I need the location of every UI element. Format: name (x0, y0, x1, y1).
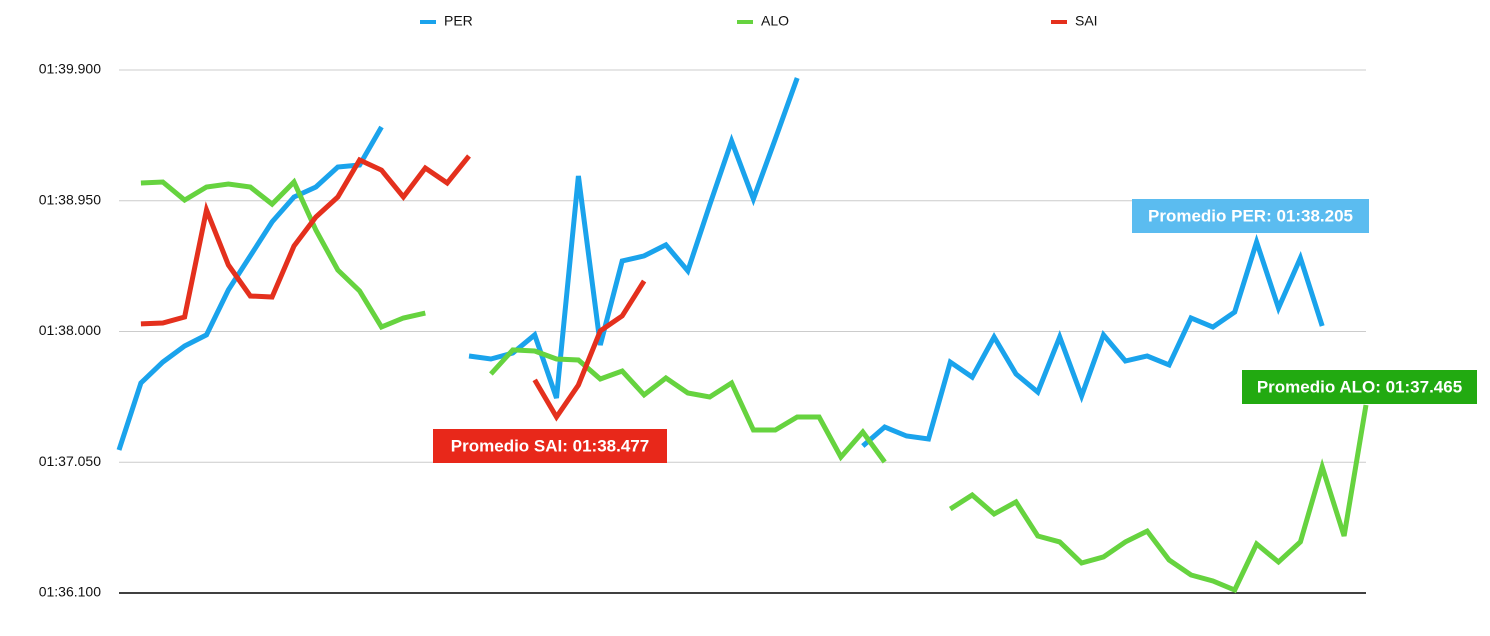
legend-label: SAI (1075, 13, 1098, 29)
y-tick-label: 01:36.100 (39, 584, 101, 600)
annotation-text: Promedio SAI: 01:38.477 (451, 436, 649, 455)
annotation: Promedio SAI: 01:38.477 (433, 429, 667, 463)
legend-label: ALO (761, 13, 789, 29)
annotation-text: Promedio PER: 01:38.205 (1148, 206, 1353, 225)
y-tick-label: 01:38.000 (39, 322, 101, 338)
y-tick-label: 01:39.900 (39, 61, 101, 77)
series-line (140, 177, 1369, 594)
annotation: Promedio ALO: 01:37.465 (1242, 370, 1477, 404)
y-tick-label: 01:37.050 (39, 453, 101, 469)
annotation-box (433, 429, 667, 463)
annotation-text: Promedio ALO: 01:37.465 (1257, 377, 1462, 396)
annotation-box (1242, 370, 1477, 404)
annotation: Promedio PER: 01:38.205 (1132, 199, 1369, 233)
annotation-box (1132, 199, 1369, 233)
legend-label: PER (444, 13, 473, 29)
series-line (116, 77, 1325, 451)
series-line (140, 154, 647, 422)
y-tick-label: 01:38.950 (39, 191, 101, 207)
